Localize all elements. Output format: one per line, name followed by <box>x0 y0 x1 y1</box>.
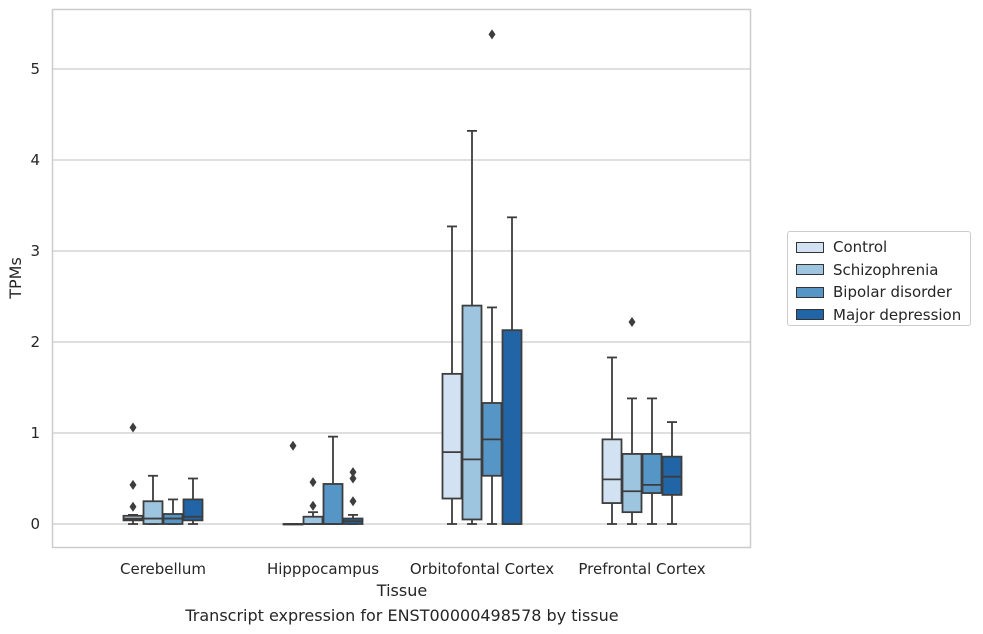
box-prefrontal-cortex-bipolar-disorder-iqr <box>641 453 663 494</box>
box-hipppocampus-schizophrenia-iqr <box>302 515 324 525</box>
box-cerebellum-schizophrenia-iqr <box>142 500 164 525</box>
box-orbitofontal-cortex-major-depression-iqr <box>501 329 523 525</box>
chart-caption: Transcript expression for ENST0000049857… <box>185 606 619 625</box>
y-tick-label-1: 1 <box>30 424 40 442</box>
box-hipppocampus-major-depression-outlier-0 <box>349 496 357 507</box>
box-cerebellum-bipolar-disorder <box>162 498 184 525</box>
box-cerebellum-control-outlier-2 <box>129 422 137 433</box>
box-hipppocampus-control-outlier-0 <box>289 440 297 451</box>
y-tick-label-4: 4 <box>30 151 40 169</box>
x-tick-label-prefrontal-cortex: Prefrontal Cortex <box>578 560 705 578</box>
legend-label-schizophrenia: Schizophrenia <box>833 260 939 279</box>
y-tick-label-3: 3 <box>30 242 40 260</box>
box-hipppocampus-schizophrenia-outlier-0 <box>309 500 317 511</box>
box-cerebellum-control-outlier-1 <box>129 479 137 490</box>
legend-swatch-major-depression <box>796 309 824 321</box>
box-hipppocampus-major-depression-outlier-1 <box>349 473 357 484</box>
box-orbitofontal-cortex-schizophrenia <box>461 129 483 525</box>
legend-swatch-schizophrenia <box>796 264 824 276</box>
box-cerebellum-major-depression <box>182 477 204 525</box>
legend-swatch-control <box>796 241 824 253</box>
box-prefrontal-cortex-control <box>601 356 623 525</box>
box-prefrontal-cortex-major-depression <box>661 421 683 525</box>
box-hipppocampus-bipolar-disorder-iqr <box>322 483 344 525</box>
x-tick-label-hipppocampus: Hipppocampus <box>267 560 379 578</box>
plot-area-frame <box>51 8 752 549</box>
legend-item-bipolar-disorder: Bipolar disorder <box>792 281 970 304</box>
box-prefrontal-cortex-control-iqr <box>601 438 623 504</box>
box-hipppocampus-schizophrenia-outlier-1 <box>309 477 317 488</box>
box-cerebellum-major-depression-iqr <box>182 498 204 522</box>
box-prefrontal-cortex-schizophrenia-outlier-0 <box>628 316 636 327</box>
box-hipppocampus-major-depression <box>342 467 364 525</box>
box-hipppocampus-bipolar-disorder <box>322 435 344 525</box>
legend-item-major-depression: Major depression <box>792 304 970 327</box>
y-axis-title: TPMs <box>6 257 25 300</box>
legend: Control Schizophrenia Bipolar disorder M… <box>787 231 971 326</box>
x-tick-label-orbitofontal-cortex: Orbitofontal Cortex <box>410 560 554 578</box>
x-tick-label-cerebellum: Cerebellum <box>120 560 206 578</box>
legend-item-control: Control <box>792 236 970 259</box>
box-cerebellum-schizophrenia <box>142 474 164 525</box>
box-prefrontal-cortex-bipolar-disorder <box>641 397 663 525</box>
box-orbitofontal-cortex-bipolar-disorder-outlier-0 <box>488 29 496 40</box>
box-series <box>122 29 683 526</box>
y-tick-label-2: 2 <box>30 333 40 351</box>
legend-label-bipolar-disorder: Bipolar disorder <box>833 283 952 302</box>
box-cerebellum-control <box>122 422 144 525</box>
y-tick-label-5: 5 <box>30 60 40 78</box>
box-hipppocampus-control <box>282 440 304 526</box>
box-hipppocampus-major-depression-outlier-2 <box>349 467 357 478</box>
box-orbitofontal-cortex-major-depression <box>501 216 523 525</box>
legend-item-schizophrenia: Schizophrenia <box>792 259 970 282</box>
x-axis-title: Tissue <box>376 581 427 600</box>
box-prefrontal-cortex-schizophrenia <box>621 316 643 525</box>
box-hipppocampus-schizophrenia <box>302 477 324 525</box>
box-orbitofontal-cortex-schizophrenia-iqr <box>461 304 483 521</box>
legend-swatch-bipolar-disorder <box>796 286 824 298</box>
box-prefrontal-cortex-major-depression-iqr <box>661 455 683 496</box>
legend-label-control: Control <box>833 238 888 257</box>
x-tick-labels: Cerebellum Hipppocampus Orbitofontal Corte… <box>120 560 706 578</box>
box-cerebellum-control-outlier-0 <box>129 501 137 512</box>
box-orbitofontal-cortex-bipolar-disorder <box>481 29 503 525</box>
legend-label-major-depression: Major depression <box>833 305 962 324</box>
y-tick-labels: 0 1 2 3 4 5 <box>30 60 40 533</box>
box-orbitofontal-cortex-control <box>441 225 463 525</box>
box-prefrontal-cortex-schizophrenia-iqr <box>621 453 643 514</box>
box-orbitofontal-cortex-control-iqr <box>441 372 463 500</box>
y-tick-label-0: 0 <box>30 515 40 533</box>
